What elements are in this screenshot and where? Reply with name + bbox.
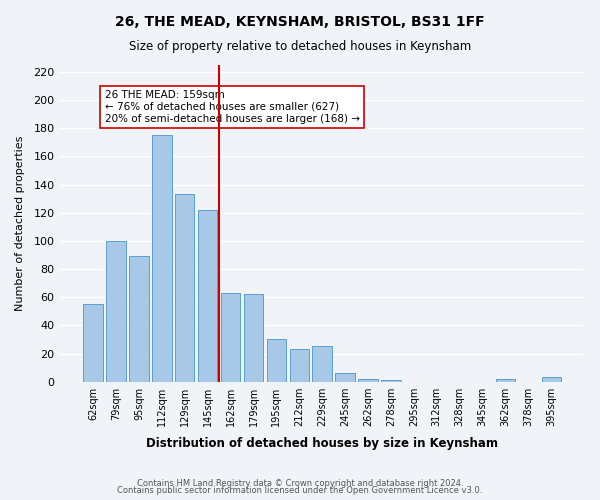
Bar [129,256,149,382]
X-axis label: Distribution of detached houses by size in Keynsham: Distribution of detached houses by size … [146,437,498,450]
Bar [152,136,172,382]
Text: Contains HM Land Registry data © Crown copyright and database right 2024.: Contains HM Land Registry data © Crown c… [137,478,463,488]
Bar [335,373,355,382]
Bar [358,379,378,382]
Bar [221,293,241,382]
Text: Contains public sector information licensed under the Open Government Licence v3: Contains public sector information licen… [118,486,482,495]
Bar [198,210,217,382]
Bar [244,294,263,382]
Bar [290,350,309,382]
Bar [175,194,194,382]
Bar [83,304,103,382]
Text: 26 THE MEAD: 159sqm
← 76% of detached houses are smaller (627)
20% of semi-detac: 26 THE MEAD: 159sqm ← 76% of detached ho… [104,90,359,124]
Bar [266,340,286,382]
Text: 26, THE MEAD, KEYNSHAM, BRISTOL, BS31 1FF: 26, THE MEAD, KEYNSHAM, BRISTOL, BS31 1F… [115,15,485,29]
Y-axis label: Number of detached properties: Number of detached properties [15,136,25,311]
Text: Size of property relative to detached houses in Keynsham: Size of property relative to detached ho… [129,40,471,53]
Bar [542,378,561,382]
Bar [313,346,332,382]
Bar [496,379,515,382]
Bar [381,380,401,382]
Bar [106,241,126,382]
